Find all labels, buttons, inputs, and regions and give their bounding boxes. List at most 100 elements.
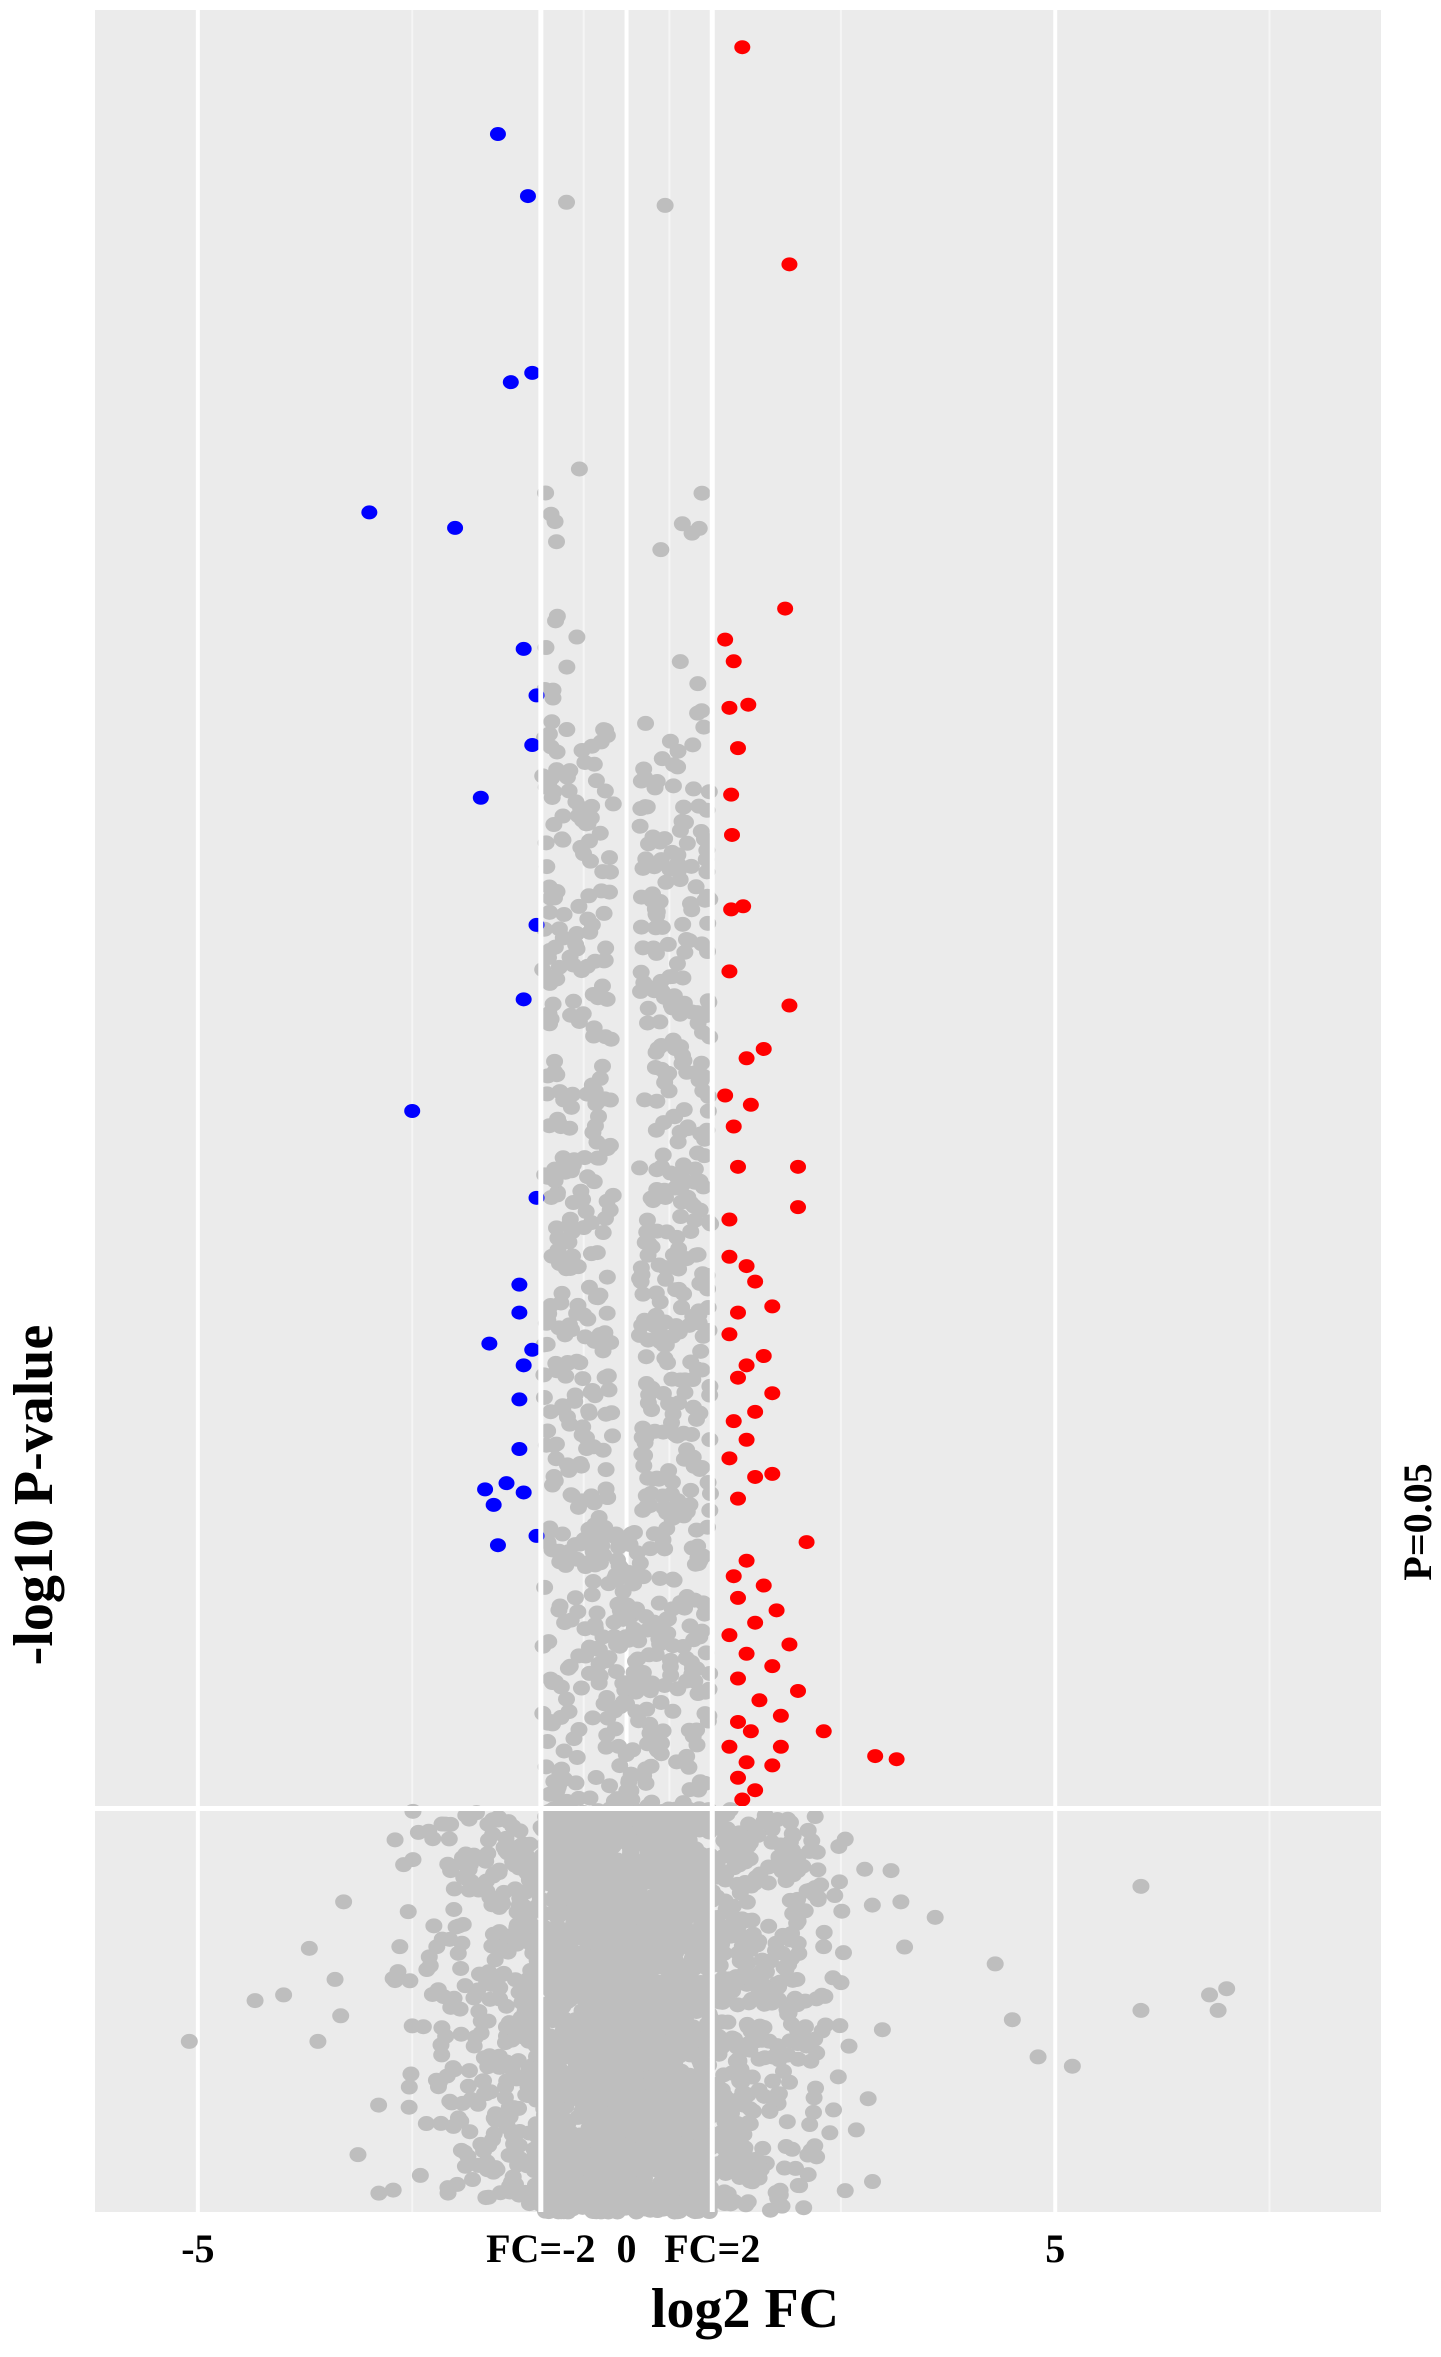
not-significant-point [561, 949, 579, 965]
not-significant-point [682, 858, 700, 874]
not-significant-point [687, 879, 705, 895]
not-significant-point [833, 1903, 851, 1919]
not-significant-point [683, 2200, 701, 2216]
not-significant-point [632, 1260, 650, 1276]
not-significant-point [581, 1554, 599, 1570]
not-significant-point [558, 769, 576, 785]
not-significant-point [587, 1095, 605, 1111]
not-significant-point [607, 1664, 625, 1680]
not-significant-point [606, 1721, 624, 1737]
up-regulated-point [755, 1041, 772, 1056]
not-significant-point [587, 773, 605, 789]
not-significant-point [598, 2018, 616, 2034]
not-significant-point [556, 1164, 574, 1180]
not-significant-point [650, 1831, 668, 1847]
not-significant-point [651, 1014, 669, 1030]
up-regulated-point [772, 1739, 789, 1754]
not-significant-point [638, 1499, 656, 1515]
not-significant-point [389, 1964, 407, 1980]
not-significant-point [558, 722, 576, 738]
not-significant-point [716, 1893, 734, 1909]
not-significant-point [456, 1978, 474, 1994]
x-tick-label: 5 [1045, 2226, 1065, 2271]
not-significant-point [445, 1901, 463, 1917]
not-significant-point [643, 1316, 661, 1332]
not-significant-point [509, 2157, 527, 2173]
up-regulated-point [747, 1404, 764, 1419]
not-significant-point [432, 2115, 450, 2131]
up-regulated-point [721, 1327, 738, 1342]
not-significant-point [636, 1092, 654, 1108]
up-regulated-point [747, 1615, 764, 1630]
not-significant-point [566, 1590, 584, 1606]
not-significant-point [597, 1332, 615, 1348]
not-significant-point [483, 1897, 501, 1913]
not-significant-point [411, 2167, 429, 2183]
not-significant-point [594, 2155, 612, 2171]
not-significant-point [640, 1822, 658, 1838]
not-significant-point [604, 1838, 622, 1854]
not-significant-point [801, 2117, 819, 2133]
not-significant-point [646, 780, 664, 796]
not-significant-point [588, 1134, 606, 1150]
not-significant-point [683, 902, 701, 918]
not-significant-point [1132, 2002, 1150, 2018]
not-significant-point [781, 1814, 799, 1830]
not-significant-point [637, 1609, 655, 1625]
not-significant-point [750, 2051, 768, 2067]
not-significant-point [714, 1994, 732, 2010]
not-significant-point [542, 739, 560, 755]
up-regulated-point [730, 1491, 746, 1506]
not-significant-point [614, 1611, 632, 1627]
not-significant-point [370, 2097, 388, 2113]
not-significant-point [760, 1918, 778, 1934]
not-significant-point [670, 1261, 688, 1277]
up-regulated-point [721, 1628, 738, 1643]
not-significant-point [771, 1974, 789, 1990]
not-significant-point [597, 940, 615, 956]
not-significant-point [654, 2114, 672, 2130]
not-significant-point [550, 959, 568, 975]
not-significant-point [428, 1939, 446, 1955]
not-significant-point [882, 1863, 900, 1879]
not-significant-point [506, 1857, 524, 1873]
x-tick-label: FC=-2 [486, 2226, 595, 2271]
down-regulated-point [524, 738, 541, 753]
not-significant-point [475, 2050, 493, 2066]
not-significant-point [542, 2093, 560, 2109]
not-significant-point [610, 1738, 628, 1754]
not-significant-point [490, 1924, 508, 1940]
not-significant-point [778, 2114, 796, 2130]
not-significant-point [720, 1971, 738, 1987]
not-significant-point [493, 1967, 511, 1983]
not-significant-point [600, 1382, 618, 1398]
not-significant-point [680, 1884, 698, 1900]
not-significant-point [429, 1982, 447, 1998]
not-significant-point [553, 1526, 571, 1542]
not-significant-point [464, 2172, 482, 2188]
not-significant-point [402, 2066, 420, 2082]
up-regulated-point [738, 1553, 755, 1568]
not-significant-point [669, 1681, 687, 1697]
not-significant-point [716, 2196, 734, 2212]
not-significant-point [542, 1671, 560, 1687]
not-significant-point [650, 1471, 668, 1487]
not-significant-point [641, 2148, 659, 2164]
not-significant-point [400, 2079, 418, 2095]
not-significant-point [561, 1211, 579, 1227]
down-regulated-point [489, 127, 506, 142]
not-significant-point [685, 781, 703, 797]
not-significant-point [667, 2061, 685, 2077]
not-significant-point [647, 1044, 665, 1060]
not-significant-point [546, 1053, 564, 1069]
not-significant-point [591, 1287, 609, 1303]
not-significant-point [642, 2044, 660, 2060]
not-significant-point [634, 1833, 652, 1849]
down-regulated-point [485, 1497, 502, 1512]
not-significant-point [610, 1539, 628, 1555]
not-significant-point [597, 2003, 615, 2019]
not-significant-point [568, 2137, 586, 2153]
down-regulated-point [481, 1336, 498, 1351]
not-significant-point [570, 461, 588, 477]
not-significant-point [767, 1943, 785, 1959]
